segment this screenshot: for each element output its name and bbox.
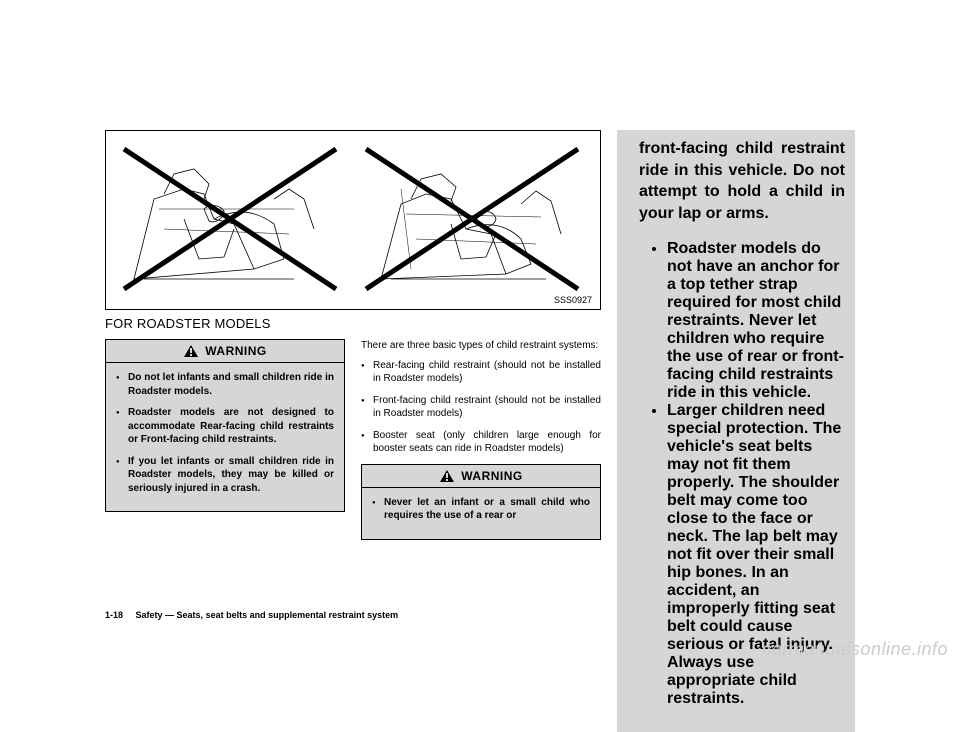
warning-header-1: WARNING bbox=[106, 340, 344, 363]
warning-triangle-icon bbox=[439, 469, 455, 483]
page-number: 1-18 bbox=[105, 610, 123, 620]
warning1-item: Do not let infants and small children ri… bbox=[116, 371, 334, 398]
column-1: WARNING Do not let infants and small chi… bbox=[105, 339, 345, 550]
col3-item: Roadster models do not have an anchor fo… bbox=[667, 240, 845, 402]
col3-continuation: front-facing child restraint ride in thi… bbox=[627, 138, 845, 224]
figure-illustration: SSS0927 bbox=[105, 130, 601, 310]
warning-label-2: WARNING bbox=[461, 469, 523, 483]
warning-header-2: WARNING bbox=[362, 465, 600, 488]
warning-triangle-icon bbox=[183, 344, 199, 358]
manual-page: SSS0927 FOR ROADSTER MODELS WARNING bbox=[0, 0, 960, 664]
page-footer: 1-18 Safety — Seats, seat belts and supp… bbox=[105, 610, 398, 620]
warning-box-2: WARNING Never let an infant or a small c… bbox=[361, 464, 601, 540]
left-two-columns: SSS0927 FOR ROADSTER MODELS WARNING bbox=[105, 130, 601, 732]
two-column-text: WARNING Do not let infants and small chi… bbox=[105, 339, 601, 550]
warning1-item: If you let infants or small children rid… bbox=[116, 455, 334, 496]
warning2-item: Never let an infant or a small child who… bbox=[372, 496, 590, 523]
footer-title: Safety — Seats, seat belts and supplemen… bbox=[136, 610, 399, 620]
col3-item: Larger children need special protection.… bbox=[667, 402, 845, 708]
col2-list: Rear-facing child restraint (should not … bbox=[361, 359, 601, 456]
section-heading: FOR ROADSTER MODELS bbox=[105, 316, 601, 331]
column-2: There are three basic types of child res… bbox=[361, 339, 601, 550]
warning-box-1: WARNING Do not let infants and small chi… bbox=[105, 339, 345, 512]
warning-body-1: Do not let infants and small children ri… bbox=[106, 363, 344, 511]
watermark: carmanualsonline.info bbox=[762, 639, 948, 660]
content-area: SSS0927 FOR ROADSTER MODELS WARNING bbox=[105, 130, 855, 732]
warning1-item: Roadster models are not designed to acco… bbox=[116, 406, 334, 447]
col2-item: Booster seat (only children large enough… bbox=[361, 429, 601, 456]
figure-label: SSS0927 bbox=[554, 295, 592, 305]
col2-item: Rear-facing child restraint (should not … bbox=[361, 359, 601, 386]
seat-illustration-left bbox=[114, 139, 346, 299]
warning-label-1: WARNING bbox=[205, 344, 267, 358]
seat-illustration-right bbox=[356, 139, 588, 299]
col2-item: Front-facing child restraint (should not… bbox=[361, 394, 601, 421]
col2-intro: There are three basic types of child res… bbox=[361, 339, 601, 353]
warning-body-2: Never let an infant or a small child who… bbox=[362, 488, 600, 539]
